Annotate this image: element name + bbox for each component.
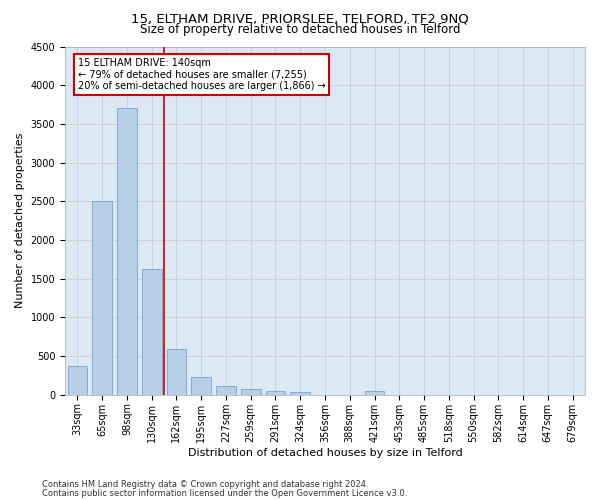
Bar	[68, 366, 88, 395]
Bar	[142, 270, 161, 395]
Bar	[191, 377, 211, 395]
Text: Contains public sector information licensed under the Open Government Licence v3: Contains public sector information licen…	[42, 488, 407, 498]
Text: 15, ELTHAM DRIVE, PRIORSLEE, TELFORD, TF2 9NQ: 15, ELTHAM DRIVE, PRIORSLEE, TELFORD, TF…	[131, 12, 469, 26]
Text: Size of property relative to detached houses in Telford: Size of property relative to detached ho…	[140, 22, 460, 36]
Bar	[266, 391, 286, 395]
Bar	[365, 390, 385, 395]
Bar	[117, 108, 137, 395]
Text: Contains HM Land Registry data © Crown copyright and database right 2024.: Contains HM Land Registry data © Crown c…	[42, 480, 368, 489]
X-axis label: Distribution of detached houses by size in Telford: Distribution of detached houses by size …	[188, 448, 463, 458]
Y-axis label: Number of detached properties: Number of detached properties	[15, 133, 25, 308]
Bar	[167, 349, 187, 395]
Bar	[92, 202, 112, 395]
Bar	[241, 390, 260, 395]
Bar	[290, 392, 310, 395]
Bar	[216, 386, 236, 395]
Text: 15 ELTHAM DRIVE: 140sqm
← 79% of detached houses are smaller (7,255)
20% of semi: 15 ELTHAM DRIVE: 140sqm ← 79% of detache…	[77, 58, 325, 92]
